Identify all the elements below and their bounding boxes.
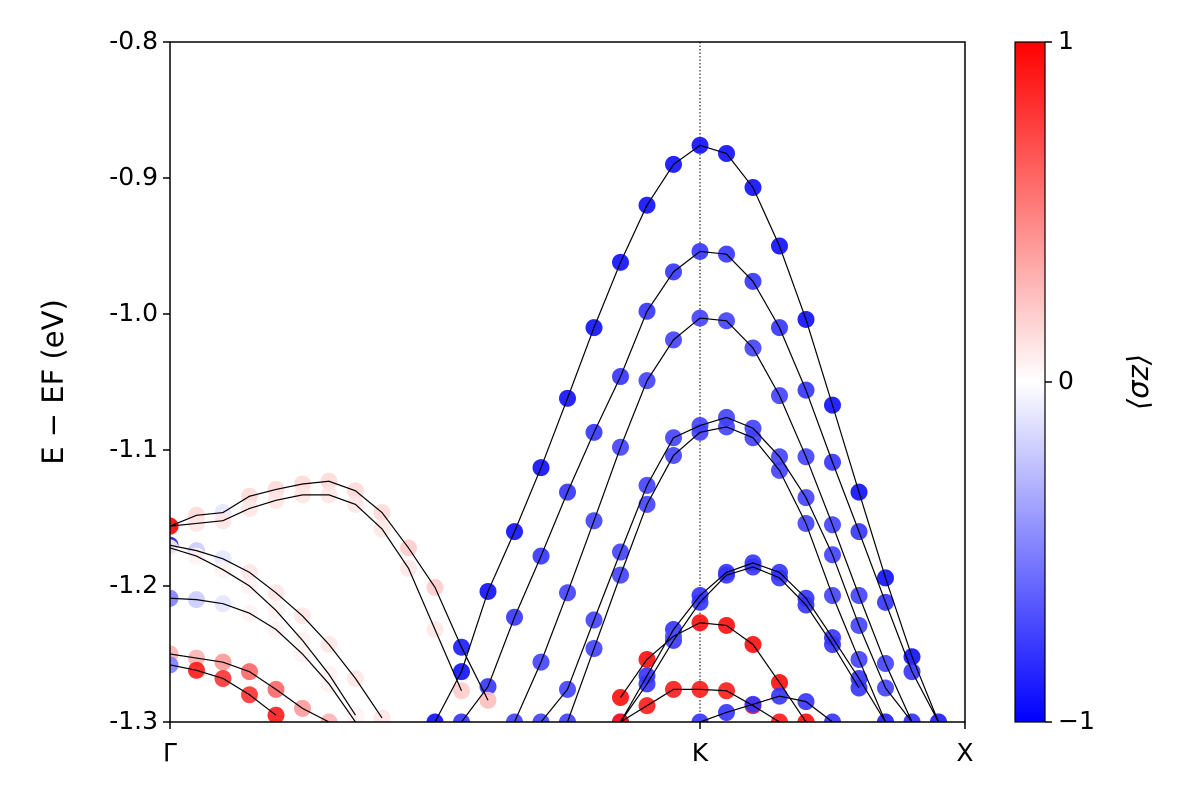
y-tick-label: -1.1	[109, 434, 158, 463]
band-line	[566, 426, 887, 722]
band-line	[620, 622, 807, 722]
band-line	[461, 250, 940, 722]
colorbar	[1014, 41, 1046, 723]
y-tick-label: -1.3	[109, 706, 158, 735]
band-line	[170, 597, 356, 722]
band-line	[170, 664, 277, 716]
x-tick-label: X	[956, 738, 973, 767]
y-tick-label: -0.8	[109, 26, 158, 55]
band-line	[699, 695, 833, 722]
band-line	[513, 317, 913, 722]
band-line	[434, 144, 940, 722]
spin-point	[267, 706, 285, 722]
band-line	[170, 480, 489, 701]
x-tick-label: Γ	[163, 738, 177, 767]
plot-area	[170, 42, 947, 722]
spin-point	[506, 713, 523, 722]
plot-frame	[169, 41, 966, 723]
spin-point	[532, 713, 550, 722]
spin-point	[170, 656, 179, 674]
band-line	[620, 566, 860, 722]
spin-point	[930, 713, 947, 722]
colorbar-tick-label: 0	[1058, 366, 1074, 395]
spin-point	[559, 713, 576, 722]
band-line	[540, 416, 913, 722]
band-line	[620, 688, 780, 722]
y-tick-label: -1.2	[109, 570, 158, 599]
x-tick-label: K	[692, 738, 709, 767]
y-tick-label: -1.0	[109, 298, 158, 327]
colorbar-tick-label: −1	[1058, 706, 1095, 735]
band-line	[619, 562, 887, 722]
spin-point	[170, 539, 179, 557]
band-line	[170, 494, 463, 691]
colorbar-label: ⟨σz⟩	[1121, 354, 1155, 410]
spin-point	[426, 713, 444, 722]
band-line	[170, 547, 357, 716]
band-line	[170, 544, 383, 719]
spin-point	[824, 713, 841, 722]
band-line	[170, 653, 330, 722]
y-tick-label: -0.9	[109, 162, 158, 191]
colorbar-tick-label: 1	[1058, 26, 1074, 55]
y-axis-label: E − EF (eV)	[36, 299, 70, 465]
